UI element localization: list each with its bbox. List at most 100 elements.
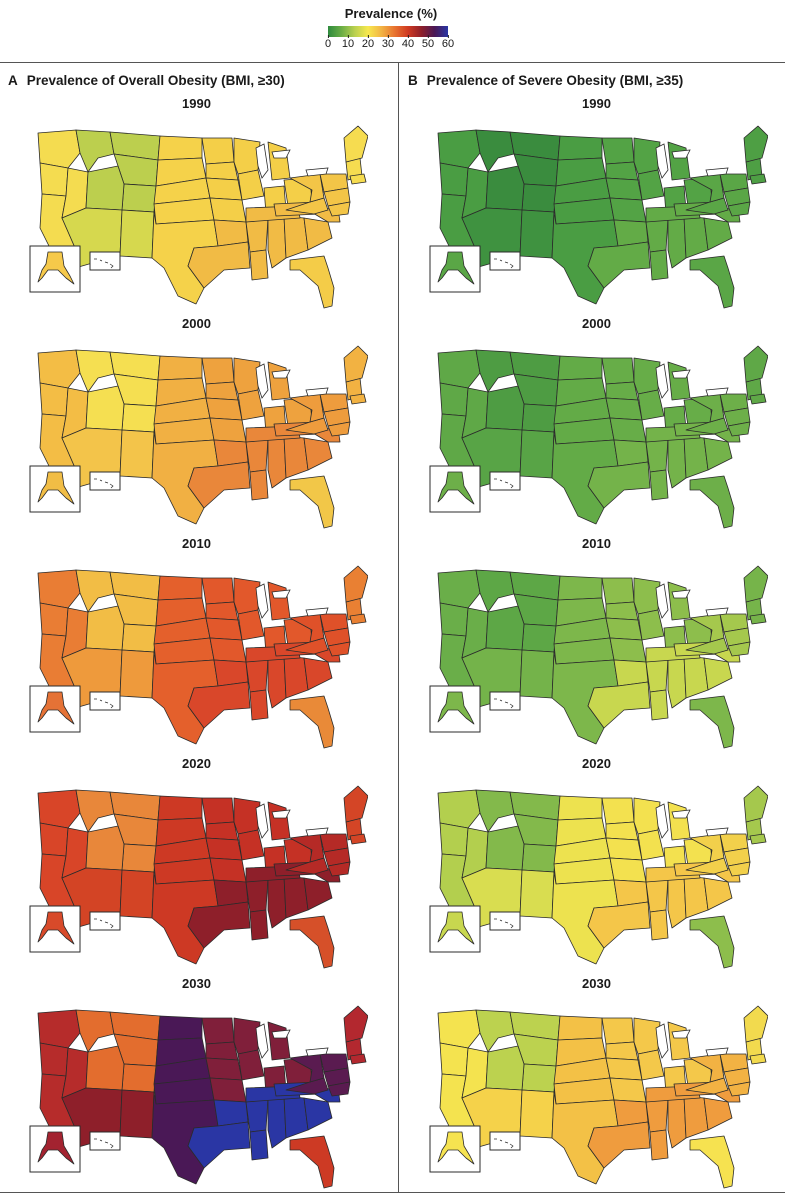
state-region-florida <box>689 915 735 969</box>
map-year-label: 2030 <box>182 976 211 991</box>
state-region-midwest <box>205 821 239 841</box>
hawaii-islands <box>494 918 514 929</box>
panel-a-title: Prevalence of Overall Obesity (BMI, ≥30) <box>26 73 285 88</box>
state-region-midwest <box>633 1017 661 1055</box>
us-state-map-2030 <box>29 1005 368 1189</box>
state-region-south <box>303 877 333 911</box>
panel-divider <box>398 62 399 1193</box>
state-region-northeast <box>749 833 767 845</box>
state-region-south <box>587 1121 651 1169</box>
state-region-midwest <box>237 169 265 201</box>
state-region-northeast <box>749 613 767 625</box>
state-region-east <box>727 641 751 657</box>
state-region-south <box>645 1097 669 1133</box>
state-region-mountain <box>85 165 125 211</box>
state-region-midwest <box>601 797 635 825</box>
state-region-south <box>703 437 733 471</box>
state-alaska <box>437 251 475 285</box>
state-region-south <box>587 461 651 509</box>
state-region-midwest <box>205 1041 239 1061</box>
state-region-southwest <box>519 649 555 699</box>
state-region-midwest <box>667 801 691 841</box>
state-region-southwest <box>119 869 155 919</box>
state-region-midwest <box>605 161 639 181</box>
state-region-mountain <box>485 825 525 871</box>
hawaii-inset-box <box>89 471 121 491</box>
state-region-midwest <box>637 829 665 861</box>
state-region-northeast <box>343 565 368 603</box>
state-region-west <box>39 1042 69 1077</box>
state-region-south <box>649 909 669 941</box>
state-region-south <box>303 217 333 251</box>
legend-tick-label: 0 <box>324 35 332 50</box>
state-region-midwest <box>267 361 291 401</box>
state-region-south <box>303 657 333 691</box>
great-lake <box>271 369 291 379</box>
state-region-mountain <box>85 825 125 871</box>
state-region-northeast <box>749 173 767 185</box>
state-region-midwest <box>667 581 691 621</box>
state-region-southwest <box>519 209 555 259</box>
us-state-map-2000 <box>429 345 768 529</box>
panel-b-title: Prevalence of Severe Obesity (BMI, ≥35) <box>426 73 684 88</box>
state-region-south <box>267 1095 287 1149</box>
state-region-south <box>667 875 687 929</box>
state-region-southwest <box>519 429 555 479</box>
state-region-mountain <box>75 129 115 173</box>
us-state-map-2010 <box>429 565 768 749</box>
state-region-florida <box>689 695 735 749</box>
state-region-midwest <box>609 1077 647 1103</box>
great-lake <box>271 1029 291 1039</box>
state-region-south <box>303 437 333 471</box>
state-region-south <box>613 1099 649 1127</box>
state-region-mountain <box>121 183 157 213</box>
state-region-east <box>327 1081 351 1097</box>
state-region-south <box>645 657 669 693</box>
state-region-midwest <box>605 1057 643 1081</box>
state-region-midwest <box>605 601 639 621</box>
state-region-midwest <box>667 141 691 181</box>
state-region-west <box>439 1042 469 1077</box>
hawaii-islands <box>94 1138 114 1149</box>
state-region-midwest <box>205 177 243 201</box>
state-region-mountain <box>75 1009 115 1053</box>
map-year-label: 2030 <box>582 976 611 991</box>
state-region-west <box>437 789 481 829</box>
state-region-west <box>439 162 469 197</box>
state-region-midwest <box>667 1021 691 1061</box>
state-alaska <box>37 911 75 945</box>
great-lake <box>255 583 269 619</box>
state-region-midwest <box>609 197 647 223</box>
state-region-mountain <box>521 183 557 213</box>
great-lake <box>271 589 291 599</box>
state-region-midwest <box>205 601 239 621</box>
hawaii-islands <box>494 258 514 269</box>
panel-a-header: A Prevalence of Overall Obesity (BMI, ≥30… <box>8 73 285 88</box>
state-region-midwest <box>209 417 247 443</box>
great-lake <box>671 1029 691 1039</box>
great-lake <box>655 143 669 179</box>
state-region-midwest <box>605 177 643 201</box>
state-region-mountain <box>121 843 157 873</box>
great-lake <box>705 827 729 837</box>
state-region-south <box>213 879 249 907</box>
figure-frame <box>0 62 785 1193</box>
state-region-midwest <box>237 609 265 641</box>
state-alaska <box>437 1131 475 1165</box>
hawaii-islands <box>94 478 114 489</box>
great-lake <box>255 143 269 179</box>
state-region-midwest <box>609 857 647 883</box>
state-region-south <box>267 655 287 709</box>
state-region-midwest <box>205 161 239 181</box>
state-region-west <box>439 822 469 857</box>
state-region-midwest <box>267 801 291 841</box>
hawaii-inset-box <box>489 1131 521 1151</box>
state-region-south <box>649 469 669 501</box>
state-region-northeast <box>749 393 767 405</box>
state-region-west <box>437 129 481 169</box>
state-region-midwest <box>209 197 247 223</box>
state-region-south <box>613 219 649 247</box>
great-lake <box>305 827 329 837</box>
state-region-northeast <box>743 345 768 383</box>
state-region-midwest <box>209 857 247 883</box>
